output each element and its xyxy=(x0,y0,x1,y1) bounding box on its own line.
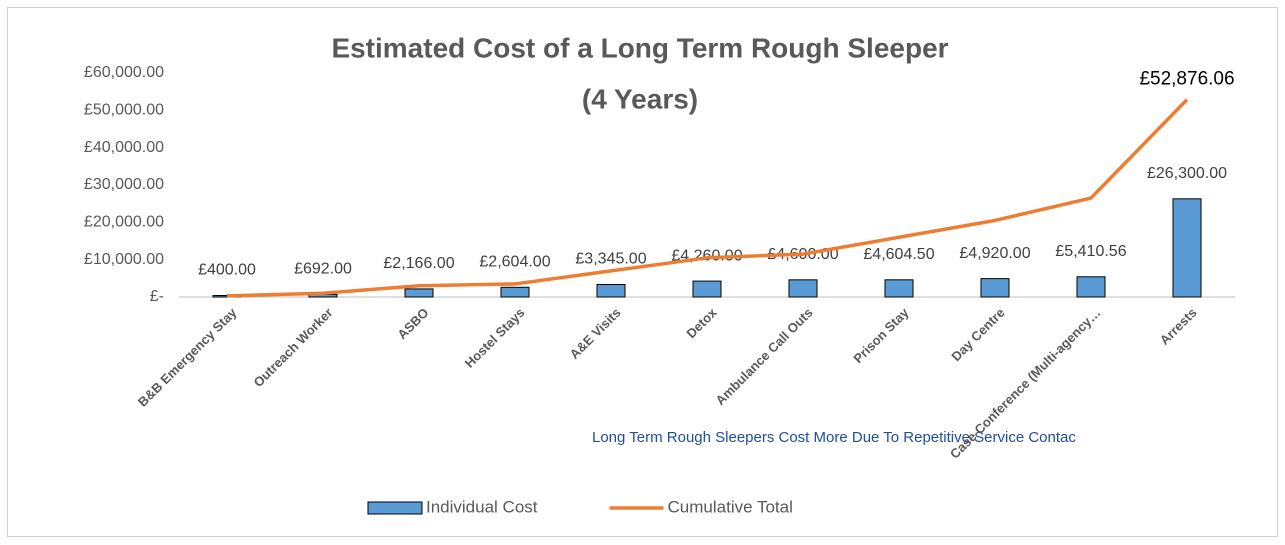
data-label: £52,876.06 xyxy=(1139,69,1234,90)
bar xyxy=(1076,276,1106,298)
data-label: £400.00 xyxy=(198,262,256,279)
data-label: £5,410.56 xyxy=(1055,243,1126,260)
line xyxy=(226,98,1189,298)
y-tick-label: £30,000.00 xyxy=(84,176,164,193)
bar xyxy=(884,279,914,298)
chart-title: Estimated Cost of a Long Term Rough Slee… xyxy=(331,32,948,63)
data-label: £26,300.00 xyxy=(1147,165,1227,182)
data-label: £2,166.00 xyxy=(383,255,454,272)
bar xyxy=(404,288,434,298)
bar xyxy=(1172,198,1202,298)
legend-label: Cumulative Total xyxy=(668,497,793,516)
bar xyxy=(596,284,626,298)
data-label: £692.00 xyxy=(294,261,352,278)
data-label: £3,345.00 xyxy=(575,251,646,268)
data-label: £2,604.00 xyxy=(479,253,550,270)
data-label: £4,920.00 xyxy=(959,245,1030,262)
chart-title: (4 Years) xyxy=(582,83,698,114)
data-label: £4,604.50 xyxy=(863,246,934,263)
chart-frame xyxy=(7,7,1278,537)
bar xyxy=(980,278,1010,298)
y-tick-label: £50,000.00 xyxy=(84,102,164,119)
y-tick-label: £40,000.00 xyxy=(84,139,164,156)
bar xyxy=(500,286,530,298)
legend-label: Individual Cost xyxy=(426,497,538,516)
y-tick-label: £60,000.00 xyxy=(84,64,164,81)
legend-swatch xyxy=(367,501,423,515)
y-tick-label: £- xyxy=(150,288,164,305)
bar xyxy=(692,280,722,298)
annotation: Long Term Rough Sleepers Cost More Due T… xyxy=(592,429,1076,446)
bar xyxy=(788,279,818,298)
y-tick-label: £10,000.00 xyxy=(84,251,164,268)
y-tick-label: £20,000.00 xyxy=(84,214,164,231)
